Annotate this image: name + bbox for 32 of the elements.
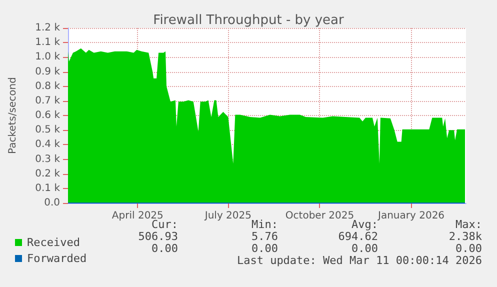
- text: 0.00: [152, 242, 178, 255]
- text: 0.00: [352, 242, 378, 255]
- x-tick-label: January 2026: [377, 210, 445, 222]
- y-tick-label: 0.5 k: [35, 124, 60, 136]
- y-tick-label: 0.7 k: [35, 95, 60, 106]
- text: 2.38k: [448, 230, 482, 243]
- y-tick-label: 0.9 k: [35, 66, 60, 78]
- y-tick-label: 0.2 k: [35, 168, 60, 180]
- text: Avg:: [352, 218, 378, 231]
- y-tick-label: 1.2 k: [35, 22, 60, 34]
- y-tick-label: 0.3 k: [35, 154, 60, 165]
- y-tick-label: 0.4 k: [35, 139, 60, 150]
- text: Min:: [252, 218, 278, 231]
- x-tick-label: October 2025: [285, 210, 354, 222]
- y-axis-title: Packets/second: [8, 77, 18, 154]
- text: Max:: [456, 218, 482, 231]
- text: 5.76: [252, 230, 278, 243]
- y-tick-label: 1.1 k: [35, 37, 60, 48]
- text: 694.62: [338, 230, 378, 243]
- text: 0.00: [456, 242, 482, 255]
- chart-title: Firewall Throughput - by year: [153, 13, 345, 28]
- legend-label: Forwarded: [27, 252, 87, 265]
- y-tick-label: 0.8 k: [35, 80, 60, 92]
- y-tick-label: 0.0: [44, 198, 60, 208]
- x-tick-label: July 2025: [204, 210, 252, 222]
- text: 506.93: [138, 230, 178, 243]
- text: 0.00: [252, 242, 278, 255]
- y-tick-label: 0.6 k: [35, 110, 60, 121]
- legend-label: Received: [27, 236, 80, 249]
- text: Last update: Wed Mar 11 00:00:14 2026: [236, 254, 482, 267]
- y-tick-label: 1.0 k: [35, 52, 60, 63]
- y-tick-label: 0.1 k: [35, 182, 60, 194]
